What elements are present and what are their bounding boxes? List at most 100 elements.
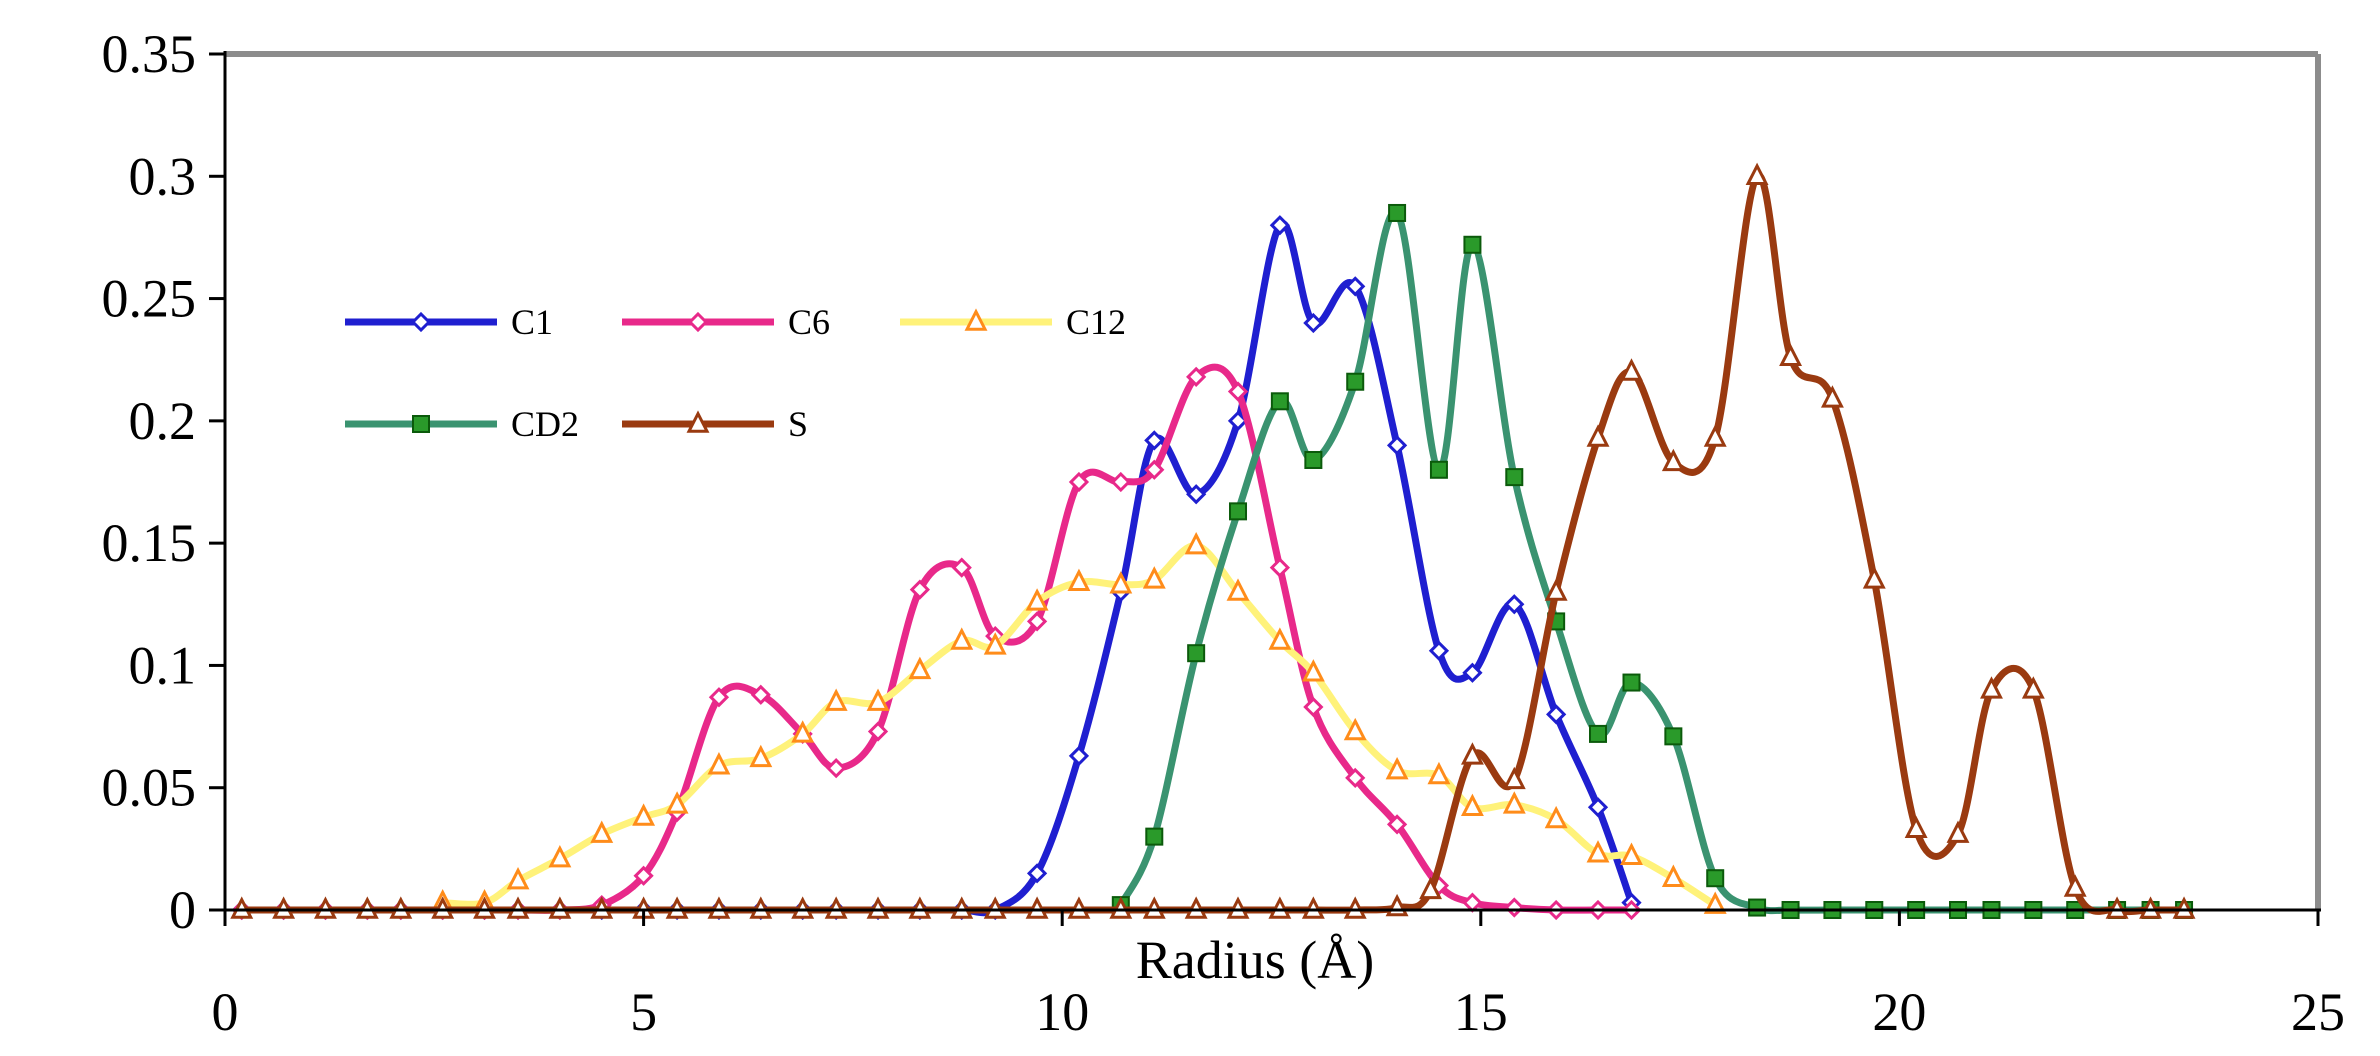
legend-item-s: S <box>622 404 808 444</box>
x-tick-label: 10 <box>1035 982 1089 1042</box>
data-point-c12 <box>1703 891 1727 914</box>
data-point-s <box>506 896 530 919</box>
data-point-s <box>2021 676 2045 699</box>
data-point-s <box>866 896 890 919</box>
data-point-c6 <box>826 758 847 779</box>
data-point-s <box>665 896 689 919</box>
data-point-c6 <box>951 557 972 578</box>
data-point-c12 <box>950 627 974 650</box>
data-point-c6 <box>1068 471 1090 493</box>
data-point-cd2 <box>1748 898 1767 917</box>
data-point-c12 <box>1343 717 1367 741</box>
legend-label-c1: C1 <box>511 302 553 342</box>
data-point-s <box>1544 578 1568 601</box>
data-point-c1 <box>1026 863 1048 884</box>
data-point-s <box>2139 896 2163 919</box>
data-point-s <box>2105 896 2129 919</box>
data-point-c12 <box>749 744 773 768</box>
data-point-c12 <box>1109 571 1133 594</box>
data-point-c1 <box>1144 430 1165 451</box>
data-point-s <box>983 896 1007 919</box>
data-point-c1 <box>1186 484 1207 505</box>
data-point-c6 <box>750 684 771 705</box>
data-point-s <box>1301 896 1325 919</box>
data-point-s <box>548 896 572 919</box>
data-point-c6 <box>1144 459 1165 480</box>
data-point-s <box>1862 566 1886 589</box>
data-point-cd2 <box>1304 450 1323 469</box>
data-point-c12 <box>1301 659 1325 682</box>
legend-marker-c12 <box>964 308 988 331</box>
data-point-s <box>1184 896 1208 919</box>
data-point-c12 <box>1427 761 1451 785</box>
x-tick-label: 15 <box>1454 982 1508 1042</box>
data-point-c1 <box>1068 745 1090 767</box>
data-point-s <box>1419 876 1443 900</box>
legend: C1 C6 C12 CD2 S <box>345 302 1126 444</box>
data-point-s <box>950 896 974 919</box>
data-point-c1 <box>1345 276 1366 297</box>
legend-item-c1: C1 <box>345 302 553 342</box>
data-point-c12 <box>1460 793 1484 817</box>
data-point-c12 <box>1661 864 1685 887</box>
x-axis-title: Radius (Å) <box>1136 930 1374 990</box>
data-point-c6 <box>1386 814 1408 835</box>
legend-label-cd2: CD2 <box>511 404 579 444</box>
data-point-cd2 <box>1187 644 1206 663</box>
y-tick-label: 0.05 <box>102 758 197 818</box>
data-point-c6 <box>1504 897 1525 918</box>
data-point-s <box>230 896 254 919</box>
data-point-c12 <box>632 803 656 826</box>
data-point-c12 <box>1184 531 1208 555</box>
data-point-s <box>1025 896 1049 919</box>
data-point-c1 <box>1462 662 1483 683</box>
data-point-c1 <box>1428 640 1450 661</box>
data-point-c12 <box>590 820 614 843</box>
data-point-cd2 <box>1505 468 1524 487</box>
data-point-s <box>1946 820 1970 843</box>
data-point-c6 <box>1345 767 1366 789</box>
data-point-s <box>824 896 848 919</box>
data-point-s <box>1745 162 1769 186</box>
data-point-c1 <box>1587 797 1609 818</box>
data-point-s <box>1661 448 1685 472</box>
data-point-cd2 <box>1388 203 1407 222</box>
x-tick-label: 20 <box>1872 982 1926 1042</box>
data-point-c1 <box>1269 215 1290 236</box>
data-point-c12 <box>791 720 815 743</box>
data-point-s <box>389 896 413 919</box>
data-point-c6 <box>1269 557 1290 578</box>
data-point-cd2 <box>1145 827 1164 846</box>
x-tick-label: 0 <box>212 982 239 1042</box>
data-point-s <box>749 896 773 919</box>
series-line-c6 <box>238 363 1635 914</box>
data-point-c12 <box>824 688 848 711</box>
legend-item-cd2: CD2 <box>345 404 579 444</box>
data-point-s <box>473 896 496 919</box>
data-point-s <box>590 896 614 919</box>
data-point-s <box>1779 343 1803 367</box>
data-point-c12 <box>1620 842 1643 865</box>
y-tick-label: 0.35 <box>102 24 197 84</box>
data-point-c12 <box>1025 588 1049 611</box>
data-point-cd2 <box>1229 502 1248 521</box>
data-point-c6 <box>1303 696 1324 718</box>
legend-label-c6: C6 <box>788 302 830 342</box>
legend-marker-c6 <box>687 311 709 333</box>
data-point-c6 <box>1462 892 1483 913</box>
legend-marker-s <box>686 410 710 433</box>
data-point-s <box>1586 424 1610 447</box>
data-point-s <box>1343 896 1367 919</box>
data-point-c1 <box>1303 312 1324 334</box>
data-point-c12 <box>1067 568 1091 592</box>
data-point-s <box>908 896 932 919</box>
data-point-c12 <box>1502 791 1526 814</box>
y-tick-label: 0.25 <box>102 269 197 329</box>
data-point-c6 <box>708 687 730 708</box>
data-point-s <box>272 896 296 919</box>
data-point-s <box>355 896 379 919</box>
data-point-s <box>1226 896 1250 919</box>
data-point-s <box>1268 896 1292 919</box>
data-point-cd2 <box>1622 673 1641 692</box>
data-point-s <box>1460 742 1484 765</box>
